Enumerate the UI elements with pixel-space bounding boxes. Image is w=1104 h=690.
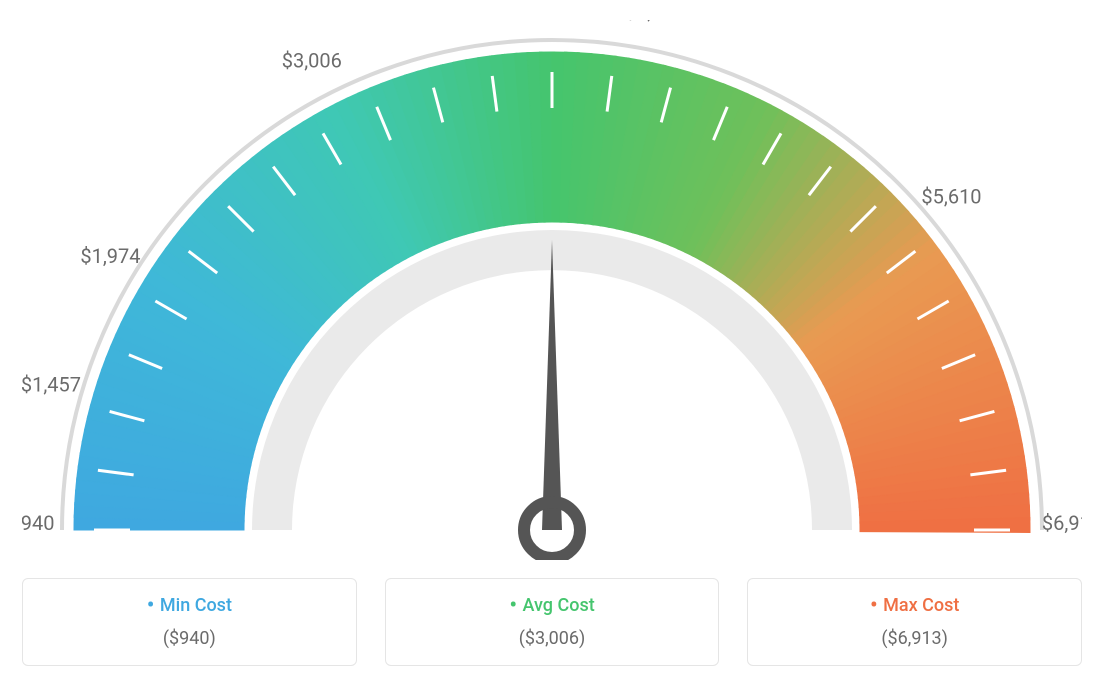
gauge-tick-label: $1,974 xyxy=(80,244,140,268)
gauge-svg: $940 $1,457 $1,974 $3,006 $4,308 $5,610 $6,913 xyxy=(22,20,1082,560)
legend-avg-label: Avg Cost xyxy=(396,593,709,618)
gauge-tick-label: $1,457 xyxy=(22,372,81,396)
gauge-needle xyxy=(524,240,580,558)
legend-max-label: Max Cost xyxy=(758,593,1071,618)
legend-avg-value: ($3,006) xyxy=(396,628,709,649)
cost-gauge-chart: $940 $1,457 $1,974 $3,006 $4,308 $5,610 $6,913 xyxy=(22,20,1082,560)
gauge-tick-label: $940 xyxy=(22,511,54,535)
legend-card-min: Min Cost ($940) xyxy=(22,578,357,666)
legend-max-value: ($6,913) xyxy=(758,628,1071,649)
gauge-tick-label: $6,913 xyxy=(1042,511,1082,535)
legend-row: Min Cost ($940) Avg Cost ($3,006) Max Co… xyxy=(22,578,1082,666)
legend-min-value: ($940) xyxy=(33,628,346,649)
gauge-tick-label: $4,308 xyxy=(625,20,685,23)
gauge-tick-label: $3,006 xyxy=(282,48,342,72)
legend-card-avg: Avg Cost ($3,006) xyxy=(385,578,720,666)
legend-card-max: Max Cost ($6,913) xyxy=(747,578,1082,666)
legend-min-label: Min Cost xyxy=(33,593,346,618)
gauge-tick-label: $5,610 xyxy=(921,184,981,208)
